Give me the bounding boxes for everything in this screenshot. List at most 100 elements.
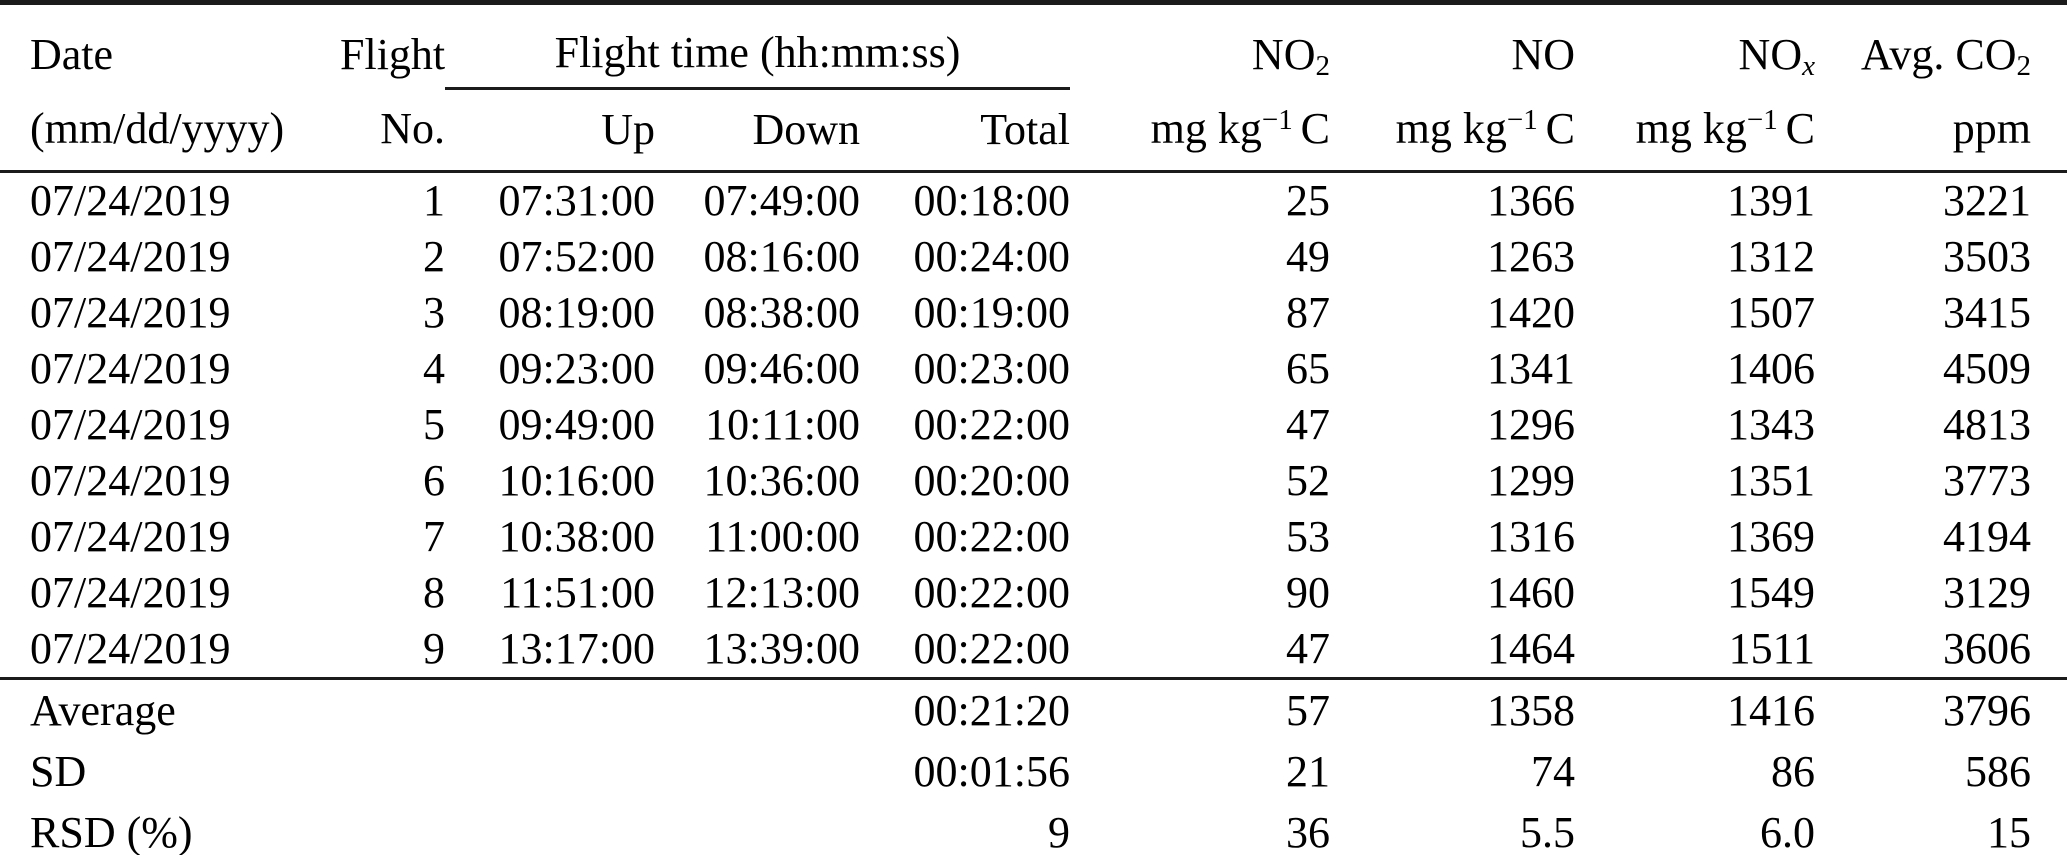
date-cell: 07/24/2019 — [30, 456, 231, 505]
nox-value-cell: 1549 — [1727, 568, 1815, 617]
col-header-no2: NO2 — [1070, 3, 1330, 89]
flight-no-cell: 1 — [423, 176, 445, 225]
total-time-cell: 00:23:00 — [913, 344, 1070, 393]
no2-value-cell: 52 — [1286, 456, 1330, 505]
table-row: 07/24/2019 1 07:31:00 07:49:00 00:18:00 25 136… — [0, 172, 2067, 230]
total-time-cell: 00:22:00 — [913, 624, 1070, 673]
no2-value-cell: 21 — [1286, 746, 1330, 796]
flight-time-group-label: Flight time (hh:mm:ss) — [554, 28, 961, 77]
no-value-cell: 1420 — [1487, 288, 1575, 337]
nox-value-cell: 1369 — [1727, 512, 1815, 561]
down-time-cell: 07:49:00 — [703, 176, 860, 225]
co2-value-cell: 3773 — [1943, 456, 2031, 505]
col-header-date-format: (mm/dd/yyyy) — [0, 88, 340, 173]
no-value-cell: 1464 — [1487, 624, 1575, 673]
up-time-cell: 07:31:00 — [498, 176, 655, 225]
no2-value-cell: 25 — [1286, 176, 1330, 225]
date-cell: 07/24/2019 — [30, 344, 231, 393]
summary-label-cell: Average — [30, 685, 176, 735]
flight-no-label: No. — [380, 104, 445, 154]
down-time-cell: 08:38:00 — [703, 288, 860, 337]
col-header-avg-co2: Avg. CO2 — [1815, 3, 2067, 89]
empty-cell — [655, 679, 860, 742]
summary-row: SD 00:01:56 21 74 86 586 — [0, 741, 2067, 802]
summary-row: RSD (%) 9 36 5.5 6.0 15 — [0, 802, 2067, 855]
co2-subscript: 2 — [2016, 50, 2031, 83]
total-time-cell: 00:18:00 — [913, 176, 1070, 225]
col-header-flight-no: No. — [340, 88, 445, 173]
up-time-cell: 09:49:00 — [498, 400, 655, 449]
unit-no2-exponent: −1 — [1261, 103, 1293, 136]
col-header-no: NO — [1330, 3, 1575, 89]
col-header-flight-time-group: Flight time (hh:mm:ss) — [445, 2, 1070, 90]
empty-cell — [655, 802, 860, 855]
flight-no-cell: 7 — [423, 512, 445, 561]
no-value-cell: 1263 — [1487, 232, 1575, 281]
unit-ppm: ppm — [1815, 88, 2067, 173]
no-value-cell: 1296 — [1487, 400, 1575, 449]
no2-value-cell: 65 — [1286, 344, 1330, 393]
unit-nox-suffix: C — [1785, 104, 1815, 154]
total-time-cell: 00:21:20 — [913, 685, 1070, 735]
unit-no2-suffix: C — [1300, 104, 1330, 154]
co2-value-cell: 4194 — [1943, 512, 2031, 561]
co2-value-cell: 3796 — [1943, 685, 2031, 735]
down-time-cell: 10:11:00 — [705, 400, 860, 449]
no2-value-cell: 87 — [1286, 288, 1330, 337]
down-time-cell: 09:46:00 — [703, 344, 860, 393]
table-header: Date Flight Flight time (hh:mm:ss) NO2 N… — [0, 2, 2067, 173]
date-cell: 07/24/2019 — [30, 624, 231, 673]
flight-no-cell: 6 — [423, 456, 445, 505]
down-time-cell: 12:13:00 — [703, 568, 860, 617]
col-header-up: Up — [445, 88, 655, 173]
co2-value-cell: 3503 — [1943, 232, 2031, 281]
co2-value-cell: 15 — [1987, 807, 2031, 855]
nox-value-cell: 86 — [1771, 746, 1815, 796]
header-row-1: Date Flight Flight time (hh:mm:ss) NO2 N… — [0, 2, 2067, 90]
col-header-nox: NOx — [1575, 3, 1815, 89]
unit-no-prefix: mg kg — [1395, 104, 1507, 154]
no2-value-cell: 90 — [1286, 568, 1330, 617]
empty-cell — [445, 679, 655, 742]
table-row: 07/24/2019 6 10:16:00 10:36:00 00:20:00 52 129… — [0, 453, 2067, 509]
no-value-cell: 1358 — [1487, 685, 1575, 735]
no-value-cell: 1366 — [1487, 176, 1575, 225]
flight-no-cell: 5 — [423, 400, 445, 449]
nox-value-cell: 1511 — [1728, 624, 1815, 673]
no-value-cell: 1460 — [1487, 568, 1575, 617]
nox-header-label: NO — [1738, 29, 1803, 79]
no2-value-cell: 57 — [1286, 685, 1330, 735]
up-time-cell: 11:51:00 — [500, 568, 655, 617]
unit-no2-prefix: mg kg — [1150, 104, 1262, 154]
co2-value-cell: 3221 — [1943, 176, 2031, 225]
flight-header-label: Flight — [340, 29, 446, 79]
avg-co2-header-label: Avg. CO — [1860, 29, 2017, 79]
date-format-label: (mm/dd/yyyy) — [30, 104, 285, 154]
empty-cell — [445, 741, 655, 802]
unit-nox-prefix: mg kg — [1635, 104, 1747, 154]
unit-no-suffix: C — [1545, 104, 1575, 154]
summary-label-cell: RSD (%) — [30, 807, 193, 855]
co2-value-cell: 586 — [1965, 746, 2031, 796]
nox-value-cell: 1343 — [1727, 400, 1815, 449]
co2-value-cell: 3129 — [1943, 568, 2031, 617]
total-time-cell: 9 — [1048, 807, 1070, 855]
nox-value-cell: 1406 — [1727, 344, 1815, 393]
up-time-cell: 07:52:00 — [498, 232, 655, 281]
table-row: 07/24/2019 3 08:19:00 08:38:00 00:19:00 87 142… — [0, 285, 2067, 341]
unit-no2: mg kg−1 C — [1070, 88, 1330, 173]
no-value-cell: 1341 — [1487, 344, 1575, 393]
col-header-down: Down — [655, 88, 860, 173]
date-cell: 07/24/2019 — [30, 176, 231, 225]
nox-value-cell: 1391 — [1727, 176, 1815, 225]
summary-row: Average 00:21:20 57 1358 1416 3796 — [0, 679, 2067, 742]
no-value-cell: 5.5 — [1520, 807, 1575, 855]
summary-label-cell: SD — [30, 746, 87, 796]
unit-nox: mg kg−1 C — [1575, 88, 1815, 173]
down-time-cell: 10:36:00 — [703, 456, 860, 505]
table-row: 07/24/2019 7 10:38:00 11:00:00 00:22:00 53 131… — [0, 509, 2067, 565]
table-row: 07/24/2019 5 09:49:00 10:11:00 00:22:00 47 129… — [0, 397, 2067, 453]
down-time-cell: 08:16:00 — [703, 232, 860, 281]
summary-row-group: Average 00:21:20 57 1358 1416 3796 SD 00:01:56 2… — [0, 679, 2067, 855]
